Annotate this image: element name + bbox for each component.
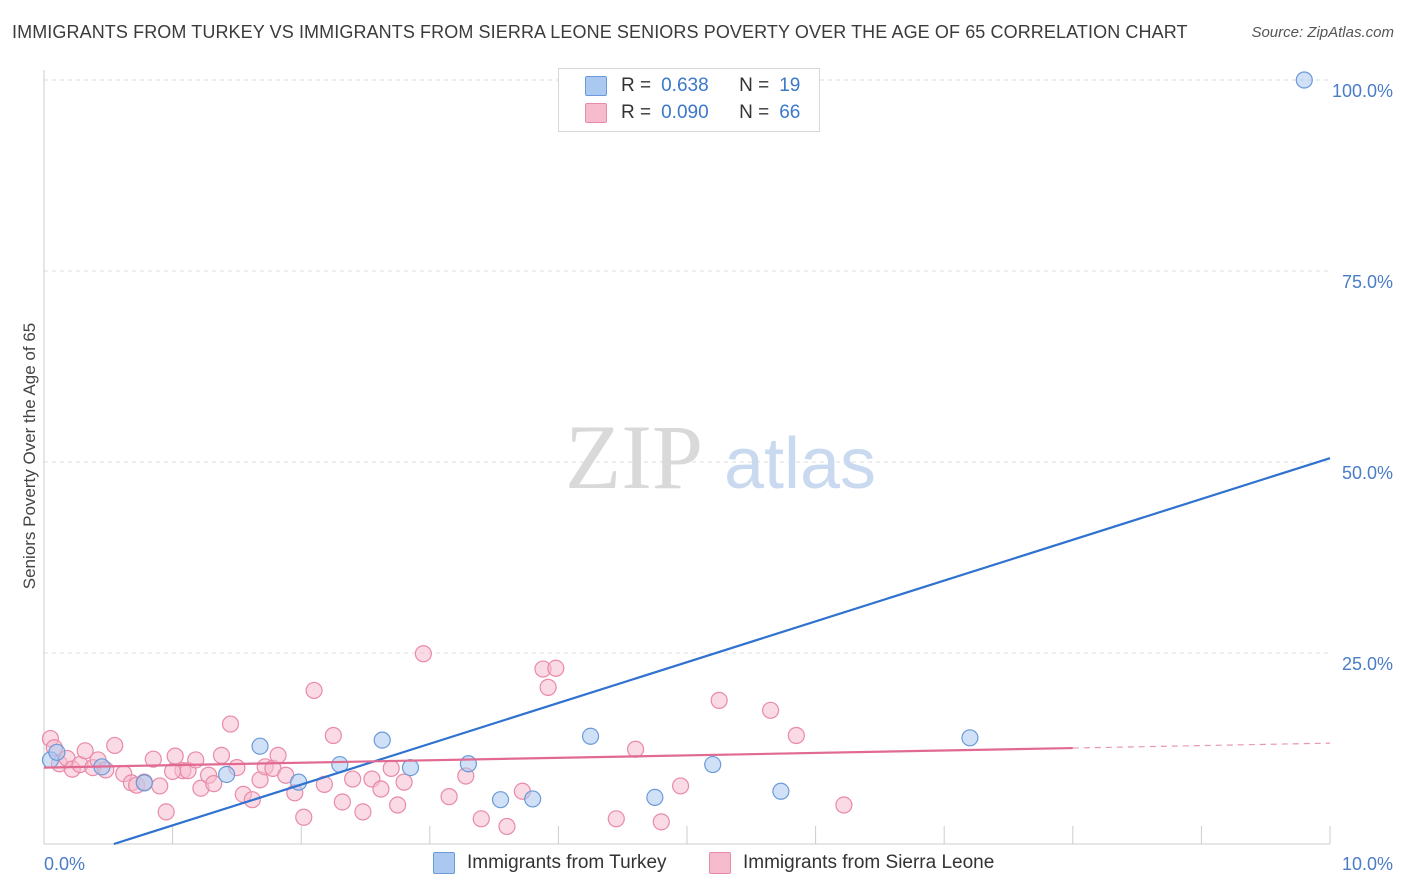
point-sierra-leone-58: [626, 740, 645, 758]
point-sierra-leone-16: [151, 777, 169, 795]
chart-title: IMMIGRANTS FROM TURKEY VS IMMIGRANTS FRO…: [12, 22, 1188, 42]
chart-source: Source: ZipAtlas.com: [1251, 24, 1394, 41]
point-sierra-leone-41: [344, 770, 362, 788]
legend-n-value: 66: [779, 102, 801, 123]
point-sierra-leone-48: [414, 645, 432, 663]
point-turkey-9: [459, 755, 477, 773]
legend-swatch-sierra-leone: [585, 103, 607, 123]
point-turkey-18: [48, 743, 66, 761]
point-sierra-leone-62: [761, 701, 780, 719]
point-turkey-7: [373, 731, 391, 749]
series-legend-sierra-leone: Immigrants from Sierra Leone: [709, 852, 994, 874]
watermark-zip: ZIP: [565, 406, 703, 508]
point-turkey-15: [772, 782, 790, 800]
point-sierra-leone-36: [295, 808, 313, 826]
y-tick-label-0: 100.0%: [1332, 81, 1393, 101]
point-turkey-3: [218, 765, 236, 784]
watermark-atlas: atlas: [724, 424, 876, 504]
point-turkey-17: [1295, 71, 1313, 89]
x-tick-label-start: 0.0%: [44, 854, 85, 874]
point-sierra-leone-59: [652, 813, 670, 831]
point-sierra-leone-46: [389, 796, 407, 814]
series-swatch-sierra-leone: [709, 852, 731, 874]
legend-n-label: N =: [739, 102, 770, 123]
legend-r-label: R =: [621, 75, 652, 96]
correlation-legend: R = 0.638 N = 19 R = 0.090 N = 66: [558, 68, 820, 132]
point-sierra-leone-42: [354, 803, 372, 821]
point-sierra-leone-25: [212, 746, 231, 764]
point-sierra-leone-55: [539, 678, 557, 696]
point-sierra-leone-24: [205, 775, 223, 793]
point-sierra-leone-56: [547, 659, 565, 677]
point-sierra-leone-52: [498, 817, 516, 836]
point-sierra-leone-49: [440, 788, 458, 806]
legend-row-sierra-leone: R = 0.090 N = 66: [585, 100, 800, 126]
point-sierra-leone-40: [333, 793, 351, 811]
legend-r-value: 0.090: [661, 102, 709, 123]
point-turkey-14: [704, 755, 722, 774]
point-sierra-leone-15: [144, 750, 162, 768]
point-turkey-2: [135, 774, 153, 792]
point-sierra-leone-57: [607, 810, 625, 828]
legend-r-label: R =: [621, 102, 652, 123]
point-sierra-leone-37: [305, 681, 323, 700]
point-sierra-leone-45: [382, 759, 400, 777]
legend-r-value: 0.638: [661, 75, 709, 96]
trend-line-extension-sierra-leone: [1072, 742, 1331, 749]
point-sierra-leone-33: [269, 746, 287, 764]
legend-n-label: N =: [739, 75, 770, 96]
point-turkey-11: [524, 790, 542, 808]
trend-line-turkey: [113, 457, 1331, 846]
point-sierra-leone-47: [395, 773, 413, 791]
trend-line-sierra-leone: [43, 746, 1073, 769]
point-sierra-leone-65: [164, 762, 182, 781]
x-tick-label-end: 10.0%: [1342, 854, 1393, 874]
series-legend: Immigrants from Turkey Immigrants from S…: [0, 852, 1406, 878]
series-name-turkey: Immigrants from Turkey: [467, 852, 667, 873]
series-swatch-turkey: [433, 852, 455, 874]
point-sierra-leone-17: [157, 803, 175, 821]
legend-n-value: 19: [779, 75, 801, 96]
point-turkey-16: [961, 729, 979, 747]
point-sierra-leone-26: [221, 715, 240, 733]
point-sierra-leone-61: [710, 691, 728, 709]
point-sierra-leone-60: [671, 777, 690, 795]
point-sierra-leone-44: [372, 780, 390, 798]
y-tick-label-1: 75.0%: [1342, 272, 1393, 292]
legend-swatch-turkey: [585, 76, 607, 96]
point-turkey-13: [646, 788, 664, 806]
y-tick-label-2: 50.0%: [1342, 463, 1393, 483]
series-legend-turkey: Immigrants from Turkey: [433, 852, 667, 874]
point-sierra-leone-39: [324, 726, 342, 745]
point-turkey-10: [491, 791, 510, 809]
point-sierra-leone-63: [787, 726, 805, 745]
y-tick-label-3: 25.0%: [1342, 654, 1393, 674]
legend-row-turkey: R = 0.638 N = 19: [585, 73, 800, 99]
point-sierra-leone-64: [835, 796, 853, 814]
point-turkey-8: [401, 758, 420, 777]
point-sierra-leone-51: [472, 810, 490, 828]
series-name-sierra-leone: Immigrants from Sierra Leone: [743, 852, 995, 873]
point-sierra-leone-6: [76, 742, 94, 760]
point-sierra-leone-10: [106, 736, 124, 755]
point-sierra-leone-18: [166, 747, 184, 765]
point-turkey-12: [581, 727, 600, 745]
point-turkey-4: [251, 737, 269, 755]
